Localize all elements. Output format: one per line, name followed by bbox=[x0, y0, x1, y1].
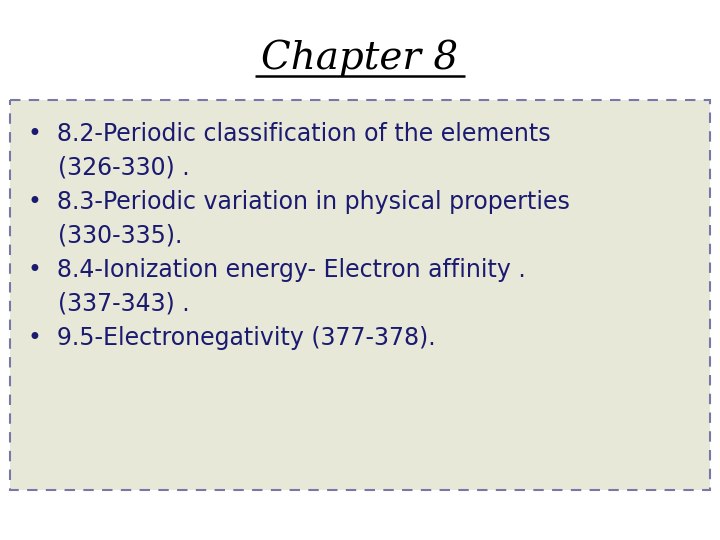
Text: •  8.4-Ionization energy- Electron affinity .: • 8.4-Ionization energy- Electron affini… bbox=[28, 258, 526, 282]
Text: (326-330) .: (326-330) . bbox=[28, 156, 189, 180]
Text: (330-335).: (330-335). bbox=[28, 224, 182, 248]
FancyBboxPatch shape bbox=[10, 100, 710, 490]
Text: •  8.2-Periodic classification of the elements: • 8.2-Periodic classification of the ele… bbox=[28, 122, 551, 146]
Text: (337-343) .: (337-343) . bbox=[28, 292, 189, 316]
Text: •  9.5-Electronegativity (377-378).: • 9.5-Electronegativity (377-378). bbox=[28, 326, 436, 350]
Text: Chapter 8: Chapter 8 bbox=[261, 39, 459, 77]
Text: •  8.3-Periodic variation in physical properties: • 8.3-Periodic variation in physical pro… bbox=[28, 190, 570, 214]
